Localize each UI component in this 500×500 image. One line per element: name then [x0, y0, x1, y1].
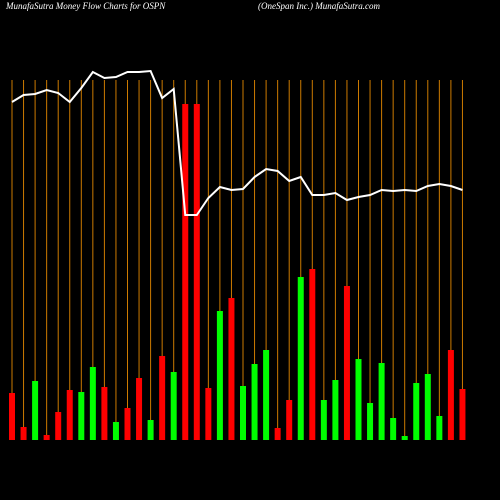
bar	[309, 269, 316, 440]
bar	[124, 408, 131, 440]
bar	[343, 286, 350, 440]
bar	[78, 392, 85, 440]
bar	[205, 388, 212, 440]
bar	[147, 420, 154, 440]
bar	[436, 416, 443, 440]
bar	[367, 403, 374, 440]
bar	[459, 389, 466, 440]
chart-title: MunafaSutra Money Flow Charts for OSPN	[5, 1, 166, 11]
bar	[182, 104, 189, 440]
money-flow-line	[11, 69, 463, 216]
bar	[320, 400, 327, 440]
bar	[43, 435, 50, 440]
bar	[390, 418, 397, 440]
bar	[216, 311, 223, 440]
bar	[66, 390, 73, 440]
bar	[112, 422, 119, 440]
bar	[32, 381, 39, 440]
bar	[159, 356, 166, 440]
bar	[286, 400, 293, 440]
bar	[228, 298, 235, 440]
chart-subtitle: (OneSpan Inc.) MunafaSutra.com	[258, 1, 380, 11]
bar	[251, 364, 258, 440]
bar	[55, 412, 62, 440]
bar	[136, 378, 143, 440]
bar	[20, 427, 27, 440]
bar	[263, 350, 270, 440]
bar	[101, 387, 108, 440]
bar	[274, 428, 281, 440]
bar	[447, 350, 454, 440]
bar	[401, 436, 408, 440]
bar	[355, 359, 362, 440]
bar	[424, 374, 431, 440]
bar	[170, 372, 177, 440]
bar	[193, 104, 200, 440]
bar	[9, 393, 15, 440]
bar	[89, 367, 96, 440]
bar	[240, 386, 246, 440]
bar	[378, 363, 385, 440]
bar	[297, 277, 304, 440]
bar	[332, 380, 339, 440]
bar	[413, 383, 420, 440]
